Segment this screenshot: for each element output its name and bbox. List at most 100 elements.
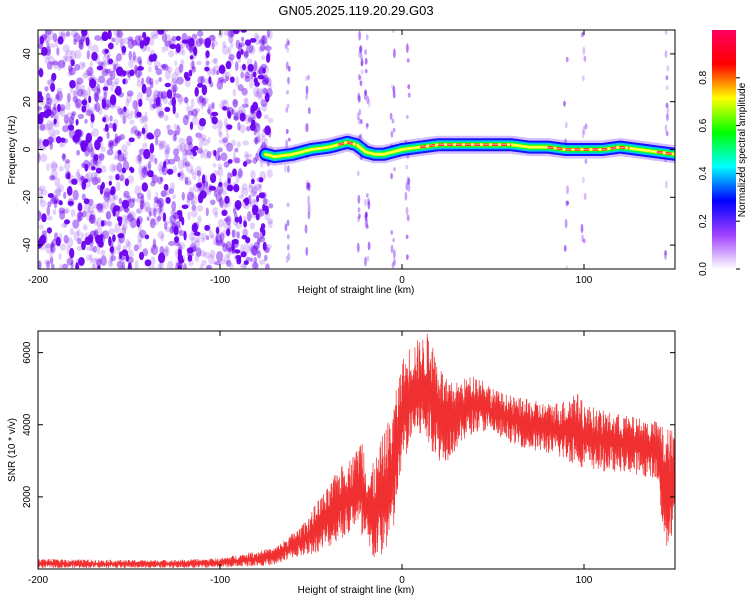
spectrogram-noise-blob [232,88,237,97]
spectrogram-noise-blob [81,240,86,251]
spectrogram-noise-blob [264,205,269,215]
spectrogram-noise-blob [149,103,155,111]
spectrogram-noise-blob [254,122,260,128]
spectrogram-noise-blob [233,184,240,193]
spectrogram-noise-blob [158,166,164,175]
spectrogram-noise-blob [118,255,126,261]
spectrogram-noise-blob [175,43,181,54]
spectrogram-noise-blob [72,219,80,229]
spectrogram-streak-blob [360,60,364,67]
spectrogram-noise-blob [236,51,242,60]
spectrogram-noise-blob [66,172,71,180]
spectrogram-noise-blob [94,178,99,185]
spectrogram-noise-blob [70,50,77,61]
spectrogram-noise-blob [157,231,165,239]
spectrogram-noise-blob [201,84,208,96]
spectrogram-noise-blob [149,218,156,229]
spectrogram-noise-blob [250,170,256,180]
spectrogram-noise-blob [268,83,273,90]
spectrogram-noise-blob [173,93,181,99]
spectrogram-noise-blob [209,249,216,258]
spectrogram-noise-blob [217,189,223,196]
spectrogram-noise-blob [62,209,69,214]
spectrogram-noise-blob [208,76,212,85]
spectrogram-noise-blob [78,39,84,45]
spectrogram-noise-blob [259,236,266,243]
spectrogram-noise-blob [220,79,227,84]
spectrogram-noise-blob [125,238,131,247]
spectrogram-noise-blob [241,87,248,96]
spectrogram-noise-blob [157,30,165,35]
spectrogram-noise-blob [231,248,236,254]
spectrogram-noise-blob [88,76,94,83]
spectrogram-noise-blob [62,61,66,69]
spectrogram-noise-blob [177,265,182,269]
spectrogram-noise-blob [116,260,123,269]
spectrogram-noise-blob [92,245,98,253]
spectrogram-noise-blob [235,76,239,87]
spectrogram-noise-blob [113,155,118,160]
spectrogram-noise-blob [261,135,266,144]
spectrogram-streak-blob [364,198,367,207]
spectrogram-noise-blob [102,201,110,209]
spectrogram-noise-blob [227,159,233,164]
spectrogram-noise-blob [97,153,105,159]
spectrogram-noise-blob [258,65,264,72]
spectrogram-noise-blob [149,35,155,47]
spectrogram-noise-blob [115,105,122,111]
spectrogram-noise-blob [232,30,240,35]
spectrogram-noise-blob [196,147,204,154]
spectrogram-noise-blob [131,39,138,47]
spectrogram-noise-blob [233,156,239,164]
spectrogram-noise-blob [264,45,272,52]
spectrogram-noise-blob [268,30,273,40]
spectrogram-noise-blob [83,69,91,77]
spectrogram-noise-blob [194,253,199,263]
spectrogram-noise-blob [69,66,73,76]
spectrogram-noise-blob [180,59,185,68]
spectrogram-noise-blob [239,112,246,122]
spectrogram-noise-blob [205,235,210,241]
spectrogram-noise-blob [155,135,159,146]
spectrogram-noise-blob [239,170,244,177]
spectrogram-noise-blob [237,256,241,262]
spectrogram-noise-blob [165,196,171,204]
spectrogram-noise-blob [232,98,238,108]
spectrogram-noise-blob [230,42,234,49]
spectrogram-streak-blob [565,200,569,207]
spectrogram-noise-blob [240,30,247,33]
spectrogram-noise-blob [217,76,225,82]
spectrogram-noise-blob [196,247,202,258]
spectrogram-noise-blob [161,32,168,43]
spectrogram-noise-blob [204,37,211,48]
spectrogram-noise-blob [103,127,110,132]
spectrogram-noise-blob [189,61,195,70]
spectrogram-streak-blob [364,90,368,96]
snr-y-axis-label: SNR (10 * v/v) [7,418,18,482]
spectrogram-noise-blob [126,241,132,250]
spectrogram-noise-blob [141,127,146,135]
spectrogram-noise-blob [252,116,256,126]
spectrogram-noise-blob [58,253,62,260]
spectrogram-noise-blob [234,249,241,254]
spectrogram-noise-blob [89,60,93,71]
spectrogram-noise-blob [145,36,151,43]
spectrogram-noise-blob [163,160,167,169]
spectrogram-noise-blob [141,167,148,179]
spectrogram-noise-blob [191,66,197,73]
spectrogram-noise-blob [260,35,268,45]
spectrogram-noise-blob [258,67,264,77]
spectrogram-noise-blob [88,70,93,77]
spectrogram-noise-blob [243,51,249,57]
spectrogram-noise-blob [241,183,248,191]
spectrogram-noise-blob [80,36,85,47]
spectrogram-noise-blob [239,124,246,134]
spectrogram-noise-blob [252,86,260,98]
spectrogram-noise-blob [257,250,262,259]
spectrogram-noise-blob [259,171,267,181]
spectrogram-noise-blob [187,251,194,258]
spectrogram-noise-blob [81,181,87,190]
spectrogram-noise-blob [65,159,70,164]
spectrogram-noise-blob [261,35,266,46]
spectrogram-noise-blob [144,201,151,212]
